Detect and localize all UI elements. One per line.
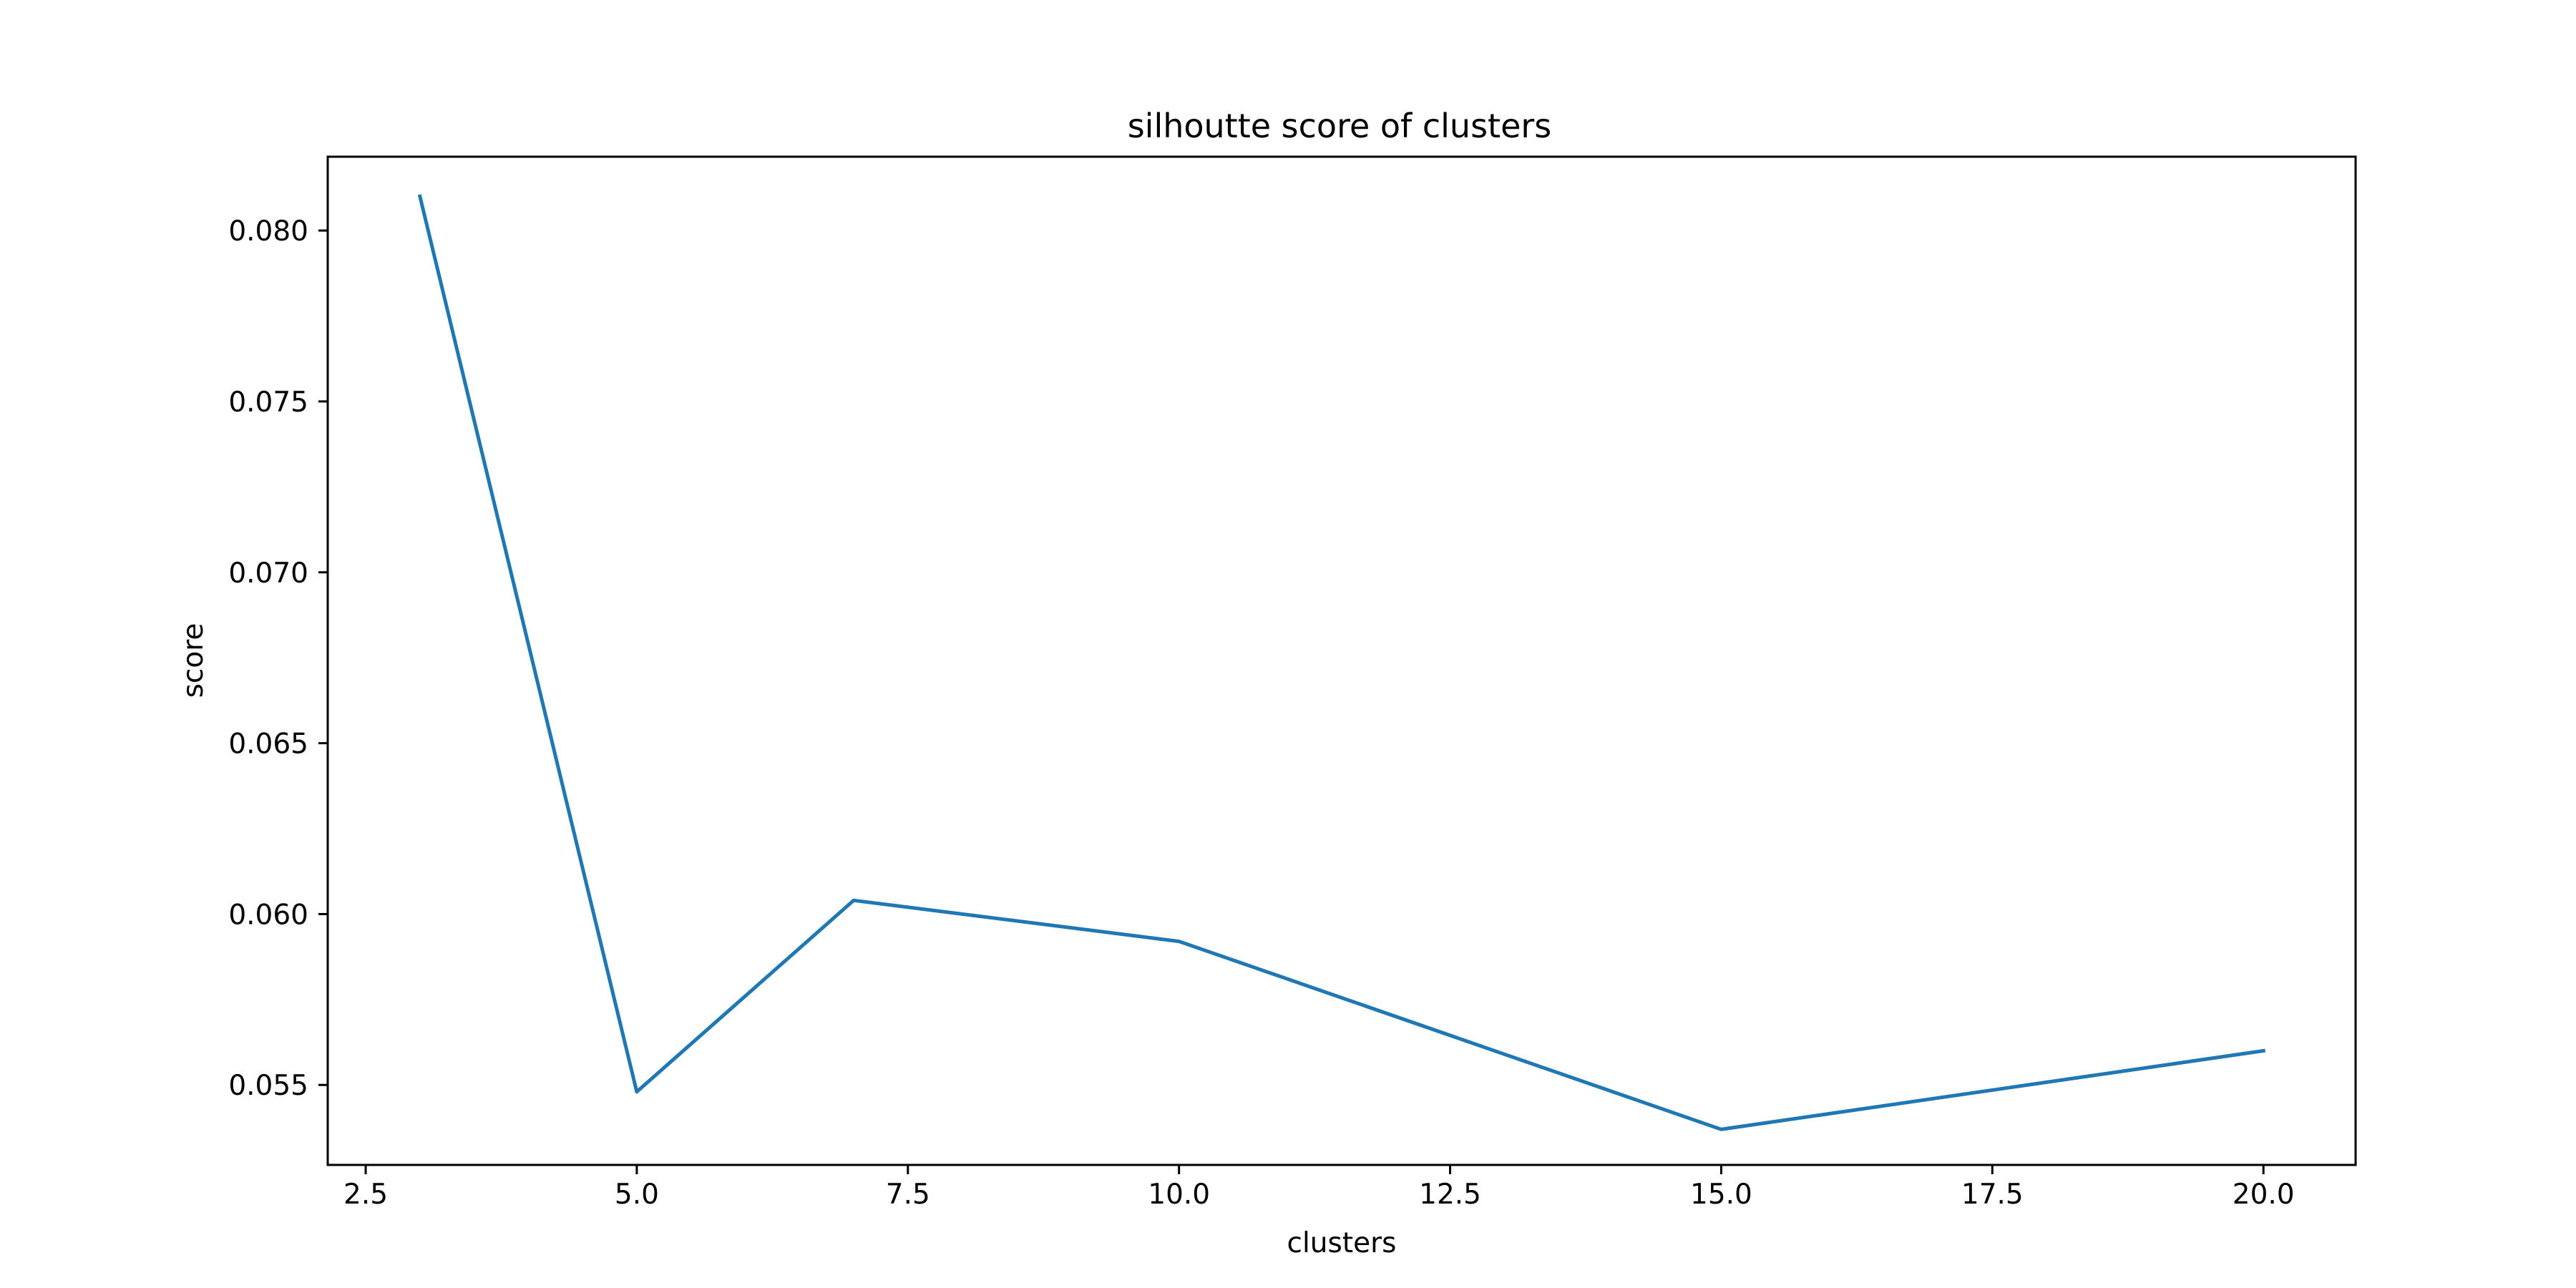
x-tick-label: 15.0 bbox=[1690, 1179, 1752, 1211]
x-tick-label: 17.5 bbox=[1961, 1179, 2024, 1211]
x-tick-label: 5.0 bbox=[615, 1179, 659, 1211]
x-tick-label: 7.5 bbox=[886, 1179, 930, 1211]
x-tick-label: 10.0 bbox=[1148, 1179, 1210, 1211]
series-line bbox=[417, 194, 2266, 1131]
y-tick-label: 0.080 bbox=[228, 215, 308, 248]
y-axis-ticks: 0.055 0.060 0.065 0.070 0.075 0.080 bbox=[228, 215, 328, 1102]
x-axis-ticks: 2.5 5.0 7.5 10.0 12.5 15.0 17.5 20.0 bbox=[343, 1165, 2295, 1211]
y-axis-label: score bbox=[177, 623, 210, 698]
x-tick-label: 12.5 bbox=[1419, 1179, 1481, 1211]
x-tick-label: 2.5 bbox=[343, 1179, 388, 1211]
y-tick-label: 0.065 bbox=[228, 728, 308, 761]
y-tick-label: 0.055 bbox=[228, 1070, 308, 1102]
series-layer bbox=[417, 194, 2266, 1131]
plot-area-frame bbox=[326, 155, 2357, 1166]
y-tick-label: 0.075 bbox=[228, 386, 308, 419]
x-axis-label: clusters bbox=[1287, 1227, 1397, 1259]
chart-title: silhoutte score of clusters bbox=[1128, 107, 1552, 145]
x-tick-label: 20.0 bbox=[2233, 1179, 2295, 1211]
y-tick-label: 0.070 bbox=[228, 557, 308, 590]
y-tick-label: 0.060 bbox=[228, 899, 308, 931]
